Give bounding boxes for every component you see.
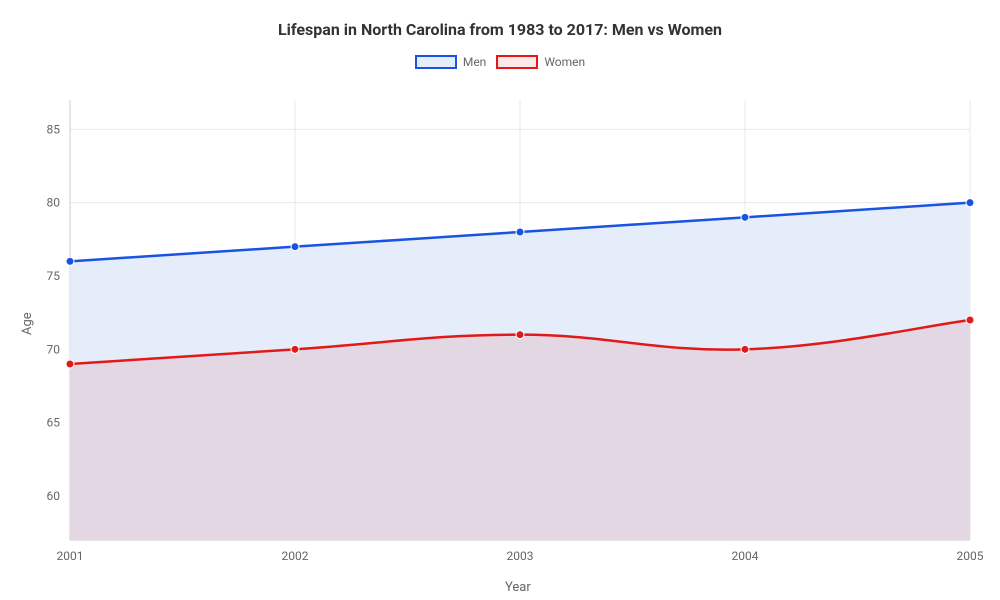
svg-text:2005: 2005 bbox=[957, 549, 984, 563]
svg-text:2002: 2002 bbox=[282, 549, 309, 563]
svg-text:80: 80 bbox=[47, 196, 61, 210]
svg-text:2001: 2001 bbox=[57, 549, 84, 563]
svg-text:70: 70 bbox=[47, 342, 61, 356]
svg-text:2004: 2004 bbox=[732, 549, 759, 563]
svg-text:65: 65 bbox=[47, 416, 61, 430]
y-axis-label: Age bbox=[20, 312, 35, 335]
svg-text:60: 60 bbox=[47, 489, 61, 503]
svg-text:75: 75 bbox=[47, 269, 61, 283]
svg-text:2003: 2003 bbox=[507, 549, 534, 563]
x-axis-label: Year bbox=[505, 580, 531, 595]
chart-container: Lifespan in North Carolina from 1983 to … bbox=[0, 0, 1000, 600]
svg-text:85: 85 bbox=[47, 122, 61, 136]
chart-plot: 60 65 70 75 80 85 2001 2002 2003 2004 2005 bbox=[0, 0, 1000, 600]
